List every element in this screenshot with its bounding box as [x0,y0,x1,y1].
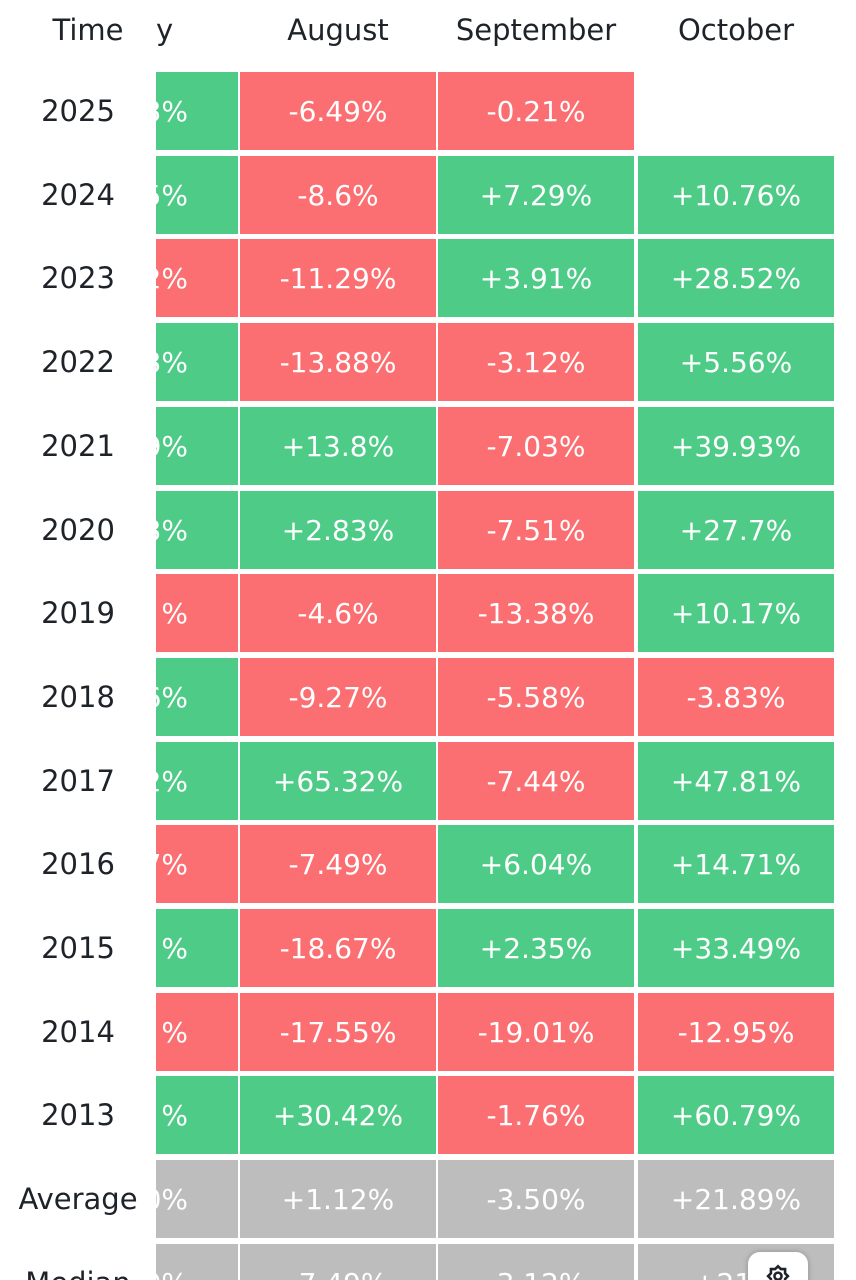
settings-icon [766,1264,790,1280]
return-cell-partial[interactable]: 2% [156,239,238,317]
return-cell[interactable]: -3.12% [438,1244,634,1280]
return-cell[interactable]: -4.6% [240,574,436,652]
return-cell[interactable]: -7.03% [438,407,634,485]
row-label: 2016 [41,847,115,881]
row-label: 2017 [41,764,115,798]
return-cell-partial[interactable]: 0% [156,1244,238,1280]
month-header-september: September [455,13,617,47]
return-cell-partial[interactable]: % [156,1076,238,1154]
return-cell-partial[interactable]: 2% [156,742,238,820]
returns-grid[interactable]: 3%-6.49%-0.21%5%-8.6%+7.29%+10.76%2%-11.… [156,0,856,1280]
return-cell[interactable]: -17.55% [240,993,436,1071]
row-label: 2025 [41,94,115,128]
return-cell-partial[interactable]: % [156,993,238,1071]
return-cell[interactable]: -18.67% [240,909,436,987]
return-cell[interactable]: +2.35% [438,909,634,987]
return-cell[interactable]: +6.04% [438,825,634,903]
return-cell[interactable]: -12.95% [638,993,834,1071]
row-label: 2021 [41,429,115,463]
return-cell[interactable]: -13.88% [240,323,436,401]
return-cell[interactable]: +3.91% [438,239,634,317]
return-cell[interactable]: -7.49% [240,825,436,903]
row-label: 2014 [41,1015,115,1049]
return-cell[interactable]: +13.8% [240,407,436,485]
return-cell[interactable]: +21.89% [638,1160,834,1238]
return-cell[interactable]: +27.7% [638,491,834,569]
return-cell-partial[interactable]: 3% [156,323,238,401]
return-cell-partial[interactable]: 0% [156,1160,238,1238]
return-cell[interactable]: -5.58% [438,658,634,736]
return-cell[interactable]: -7.44% [438,742,634,820]
return-cell[interactable]: -6.49% [240,72,436,150]
row-label: 2018 [41,680,115,714]
row-label: 2013 [41,1098,115,1132]
return-cell-partial[interactable]: 9% [156,407,238,485]
row-label: Average [18,1182,138,1216]
return-cell[interactable]: +14.71% [638,825,834,903]
row-label: 2023 [41,261,115,295]
settings-button[interactable] [748,1252,808,1280]
return-cell[interactable]: -0.21% [438,72,634,150]
return-cell[interactable]: +30.42% [240,1076,436,1154]
time-column-header: Time [52,13,124,47]
return-cell[interactable]: +2.83% [240,491,436,569]
return-cell[interactable]: -8.6% [240,156,436,234]
month-header-august: August [287,13,389,47]
return-cell[interactable]: -3.83% [638,658,834,736]
partial-month-header: y [156,13,174,47]
row-label: 2019 [41,596,115,630]
return-cell[interactable]: +39.93% [638,407,834,485]
return-cell[interactable]: +33.49% [638,909,834,987]
row-label: 2024 [41,178,115,212]
return-cell[interactable]: +60.79% [638,1076,834,1154]
return-cell[interactable]: +10.76% [638,156,834,234]
return-cell[interactable]: -7.49% [240,1244,436,1280]
return-cell[interactable]: +65.32% [240,742,436,820]
return-cell[interactable]: +10.17% [638,574,834,652]
return-cell[interactable]: +5.56% [638,323,834,401]
return-cell[interactable]: -3.50% [438,1160,634,1238]
return-cell-partial[interactable]: 5% [156,156,238,234]
return-cell[interactable]: +47.81% [638,742,834,820]
return-cell[interactable]: +1.12% [240,1160,436,1238]
row-label: Median [0,1244,156,1280]
return-cell[interactable]: -19.01% [438,993,634,1071]
row-label: 2020 [41,513,115,547]
return-cell-partial[interactable]: 7% [156,825,238,903]
return-cell[interactable]: -1.76% [438,1076,634,1154]
return-cell-partial[interactable]: % [156,909,238,987]
return-cell-partial[interactable]: 6% [156,658,238,736]
return-cell[interactable]: -7.51% [438,491,634,569]
return-cell[interactable]: -9.27% [240,658,436,736]
return-cell[interactable]: -3.12% [438,323,634,401]
return-cell-partial[interactable]: 3% [156,491,238,569]
row-label: 2015 [41,931,115,965]
return-cell[interactable]: -13.38% [438,574,634,652]
month-header-october: October [677,13,795,47]
row-label: 2022 [41,345,115,379]
return-cell[interactable]: +7.29% [438,156,634,234]
return-cell[interactable]: -11.29% [240,239,436,317]
return-cell-partial[interactable]: 3% [156,72,238,150]
return-cell-partial[interactable]: % [156,574,238,652]
return-cell[interactable]: +28.52% [638,239,834,317]
